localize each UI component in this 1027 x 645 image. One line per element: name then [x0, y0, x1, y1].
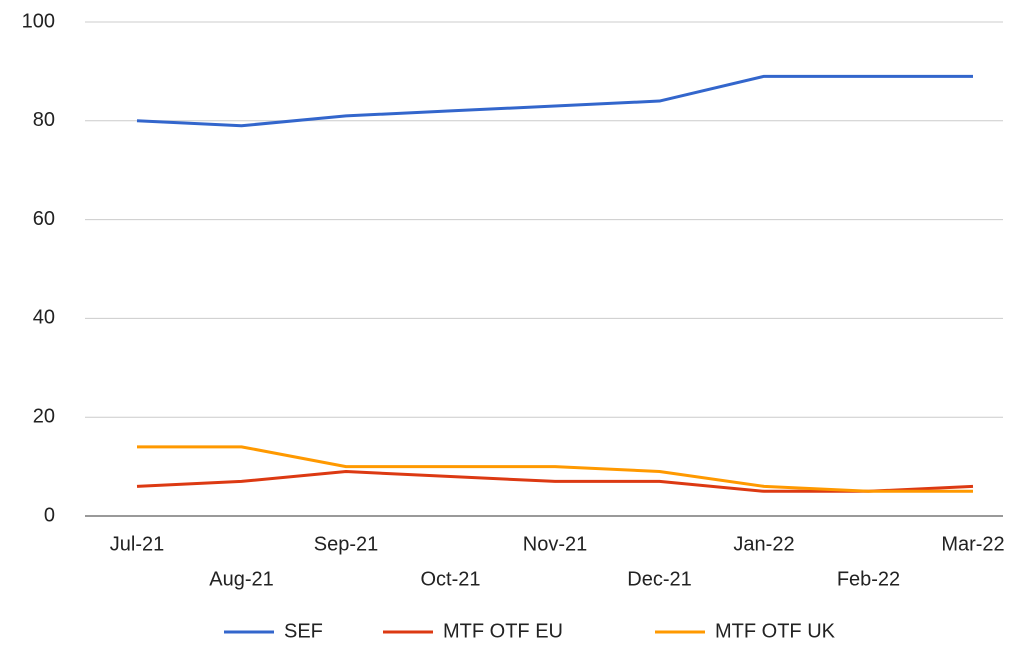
x-tick-label: Aug-21: [209, 568, 274, 590]
y-tick-label: 60: [33, 208, 55, 230]
x-tick-label: Dec-21: [627, 568, 691, 590]
series-line: [136, 74, 973, 128]
x-tick-label: Oct-21: [420, 568, 480, 590]
x-tick-label: Sep-21: [314, 533, 379, 555]
x-tick-label: Mar-22: [941, 533, 1004, 555]
x-tick-label: Jul-21: [110, 533, 164, 555]
x-tick-label: Jan-22: [733, 533, 794, 555]
series-line: [136, 470, 974, 493]
y-tick-label: 80: [33, 109, 55, 131]
y-tick-label: 20: [33, 405, 55, 427]
legend-label: SEF: [284, 620, 323, 642]
y-tick-label: 0: [44, 504, 55, 526]
y-tick-label: 40: [33, 307, 55, 329]
series-line: [137, 445, 973, 493]
legend-label: MTF OTF EU: [443, 620, 563, 642]
x-tick-label: Feb-22: [837, 568, 900, 590]
x-tick-label: Nov-21: [523, 533, 587, 555]
legend-label: MTF OTF UK: [715, 620, 836, 642]
y-tick-label: 100: [22, 10, 55, 32]
